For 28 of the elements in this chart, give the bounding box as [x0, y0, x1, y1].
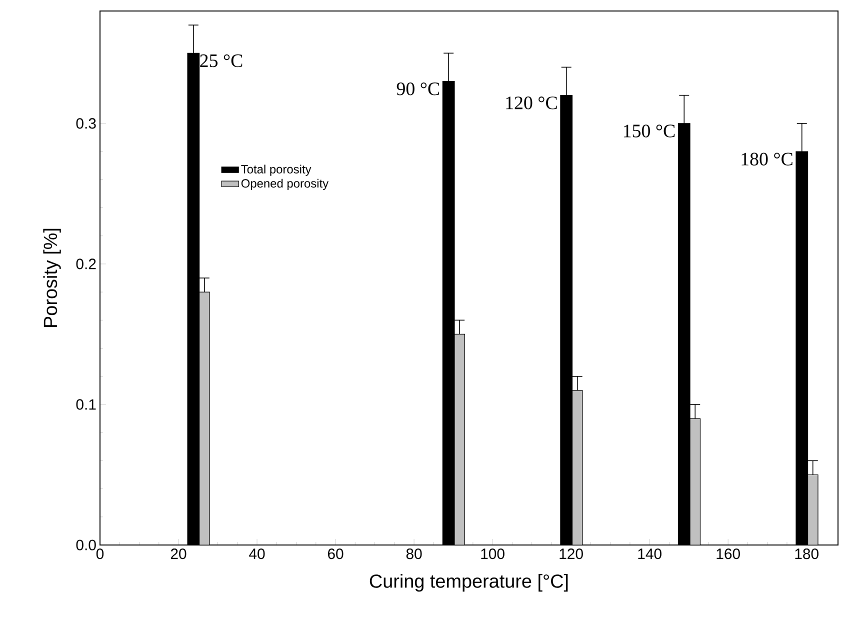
- y-tick-label: 0.3: [76, 118, 96, 129]
- x-tick-label: 140: [638, 548, 662, 560]
- annotation: 180 °C: [742, 152, 792, 166]
- x-tick-label: 160: [716, 548, 740, 560]
- bar: [690, 418, 701, 545]
- x-tick-label: 0: [96, 548, 104, 560]
- y-tick-label: 0.2: [76, 258, 96, 270]
- bar: [199, 292, 210, 545]
- y-tick-label: 0.0: [76, 540, 96, 550]
- legend-label: Opened porosity: [241, 178, 329, 190]
- x-tick-label: 100: [481, 548, 504, 560]
- bar: [572, 390, 583, 545]
- legend-label: Total porosity: [241, 164, 312, 176]
- annotation: 90 °C: [396, 82, 440, 96]
- x-tick-label: 40: [249, 548, 265, 560]
- annotation: 120 °C: [506, 96, 557, 110]
- bar: [807, 474, 818, 545]
- x-axis-title: Curing temperature [°C]: [370, 574, 568, 592]
- y-tick-label: 0.1: [76, 399, 96, 410]
- bar: [454, 334, 465, 545]
- x-tick-label: 20: [170, 548, 186, 560]
- x-tick-label: 80: [406, 548, 422, 560]
- x-tick-label: 180: [795, 548, 818, 560]
- x-tick-label: 60: [328, 548, 344, 560]
- y-axis-title: Porosity [%]: [43, 228, 61, 327]
- x-tick-label: 120: [560, 548, 583, 560]
- annotation: 25 °C: [200, 54, 242, 68]
- annotation: 150 °C: [624, 124, 675, 138]
